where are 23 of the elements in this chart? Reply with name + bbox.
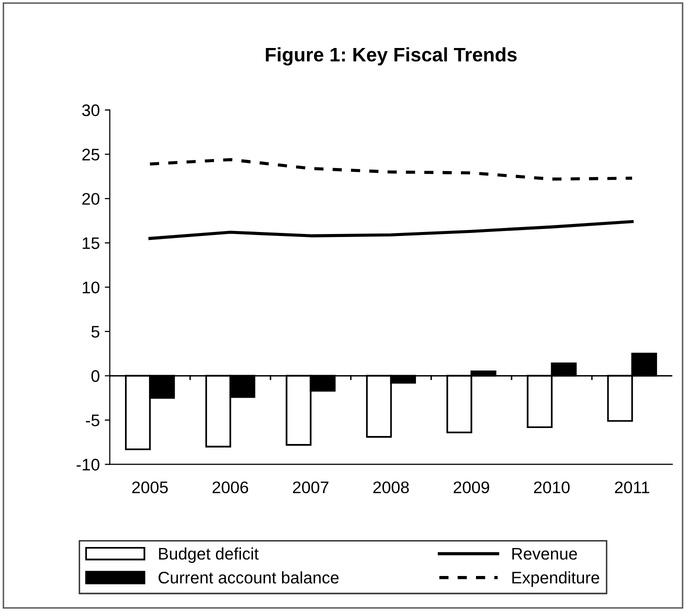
x-tick-label: 2006	[212, 481, 248, 494]
y-tick-label: 25	[82, 148, 100, 160]
chart-title: Figure 1: Key Fiscal Trends	[266, 47, 517, 66]
x-tick-label: 2010	[534, 481, 570, 494]
y-tick-label: -10	[76, 458, 100, 471]
y-tick-label: 15	[82, 237, 100, 250]
y-tick-label: 20	[82, 192, 100, 205]
legend-label: Revenue	[512, 548, 577, 560]
y-tick-label: -5	[86, 414, 100, 426]
legend-label: Current account balance	[158, 571, 339, 584]
legend-label: Expenditure	[512, 571, 600, 587]
line-series	[148, 220, 634, 240]
x-tick-label: 2007	[292, 481, 328, 494]
legend-label: Budget deficit	[159, 547, 259, 563]
line-series	[148, 158, 634, 181]
y-tick-label: 0	[91, 370, 100, 382]
x-tick-label: 2008	[373, 481, 409, 494]
x-tick-label: 2005	[132, 481, 168, 494]
y-tick-label: 5	[91, 326, 100, 338]
y-tick-label: 30	[82, 104, 100, 116]
x-tick-label: 2011	[615, 481, 650, 494]
x-tick-label: 2009	[454, 481, 490, 494]
y-tick-label: 10	[82, 282, 100, 294]
